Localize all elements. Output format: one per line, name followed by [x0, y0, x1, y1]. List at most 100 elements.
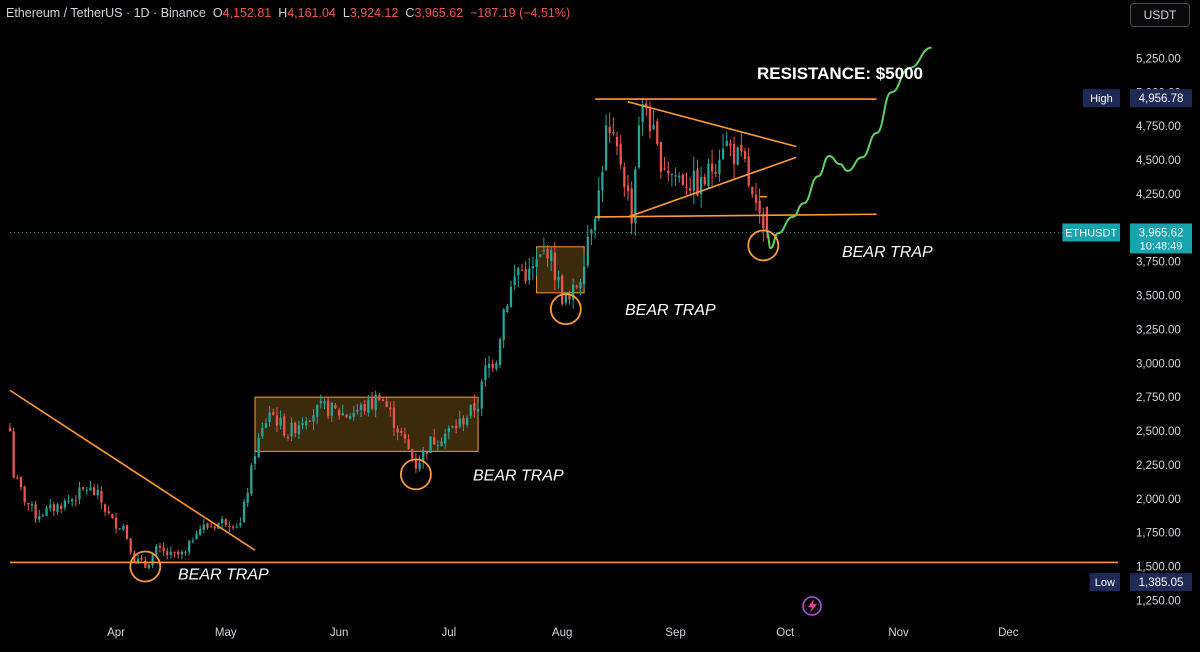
- y-tick-label: 2,500.00: [1136, 426, 1181, 438]
- candle-body: [345, 414, 348, 418]
- badge-label-bg: [1089, 573, 1120, 592]
- candle-body: [341, 413, 344, 416]
- candle-body: [689, 188, 692, 191]
- candle-body: [586, 236, 589, 266]
- candle-body: [436, 444, 439, 446]
- candle-body: [425, 451, 429, 454]
- candle-body: [250, 465, 253, 494]
- candle-body: [327, 400, 330, 417]
- candle-body: [451, 425, 454, 428]
- badge-label-bg: [1082, 89, 1120, 108]
- candle-body: [491, 363, 494, 369]
- bear-trap-zones: [254, 246, 585, 452]
- candle-body: [480, 381, 483, 409]
- candle-body: [348, 415, 352, 419]
- candle-body: [440, 441, 443, 446]
- candle-body: [528, 268, 531, 281]
- candle-body: [71, 499, 74, 502]
- currency-button[interactable]: USDT: [1130, 3, 1190, 27]
- flash-icon[interactable]: [802, 596, 822, 616]
- trend-line: [627, 101, 797, 148]
- y-tick-label: 2,250.00: [1136, 460, 1181, 472]
- candle-body: [100, 491, 103, 503]
- candle-body: [476, 408, 480, 412]
- candle-body: [169, 551, 173, 556]
- candle-body: [264, 423, 268, 428]
- x-tick-label: Oct: [776, 627, 795, 639]
- candle-body: [659, 141, 663, 172]
- candle-body: [352, 413, 355, 417]
- candle-body: [330, 402, 333, 416]
- candle-body: [213, 526, 216, 529]
- candle-body: [407, 439, 410, 449]
- candle-body: [177, 551, 180, 555]
- candle-body: [546, 248, 549, 259]
- candle-body: [663, 168, 666, 170]
- candle-body: [553, 252, 556, 281]
- candle-body: [484, 365, 487, 380]
- candle-body: [162, 547, 165, 552]
- high-label: H: [278, 6, 288, 20]
- candle-body: [96, 490, 99, 496]
- trend-line: [9, 389, 256, 551]
- candle-body: [403, 434, 407, 439]
- candle-body: [718, 159, 721, 174]
- candle-body: [199, 529, 202, 535]
- candle-body: [312, 415, 315, 422]
- candle-body: [674, 175, 677, 177]
- candle-body: [520, 269, 524, 271]
- candle-body: [367, 399, 370, 413]
- candle-body: [692, 170, 695, 191]
- candle-body: [114, 518, 118, 529]
- axes: 1,250.00 1,500.00 1,750.00 2,000.00 2,250.00…: [107, 53, 1181, 639]
- candle-body: [568, 294, 571, 300]
- candle-body: [667, 170, 670, 174]
- candle-body: [246, 492, 249, 503]
- candle-body: [743, 151, 747, 160]
- price-badges: High 4,956.78 Low 1,385.05 ETHUSDT 3,965.6210…: [1062, 89, 1192, 592]
- candle-body: [41, 515, 45, 517]
- candle-body: [506, 305, 509, 312]
- candle-body: [275, 415, 279, 426]
- candle-body: [334, 405, 337, 409]
- candle-body: [129, 538, 132, 553]
- candle-body: [60, 505, 63, 510]
- candle-body: [82, 487, 85, 489]
- trend-line: [595, 213, 877, 218]
- candle-body: [648, 108, 652, 132]
- candle-body: [696, 169, 699, 196]
- candle-body: [235, 526, 238, 528]
- candle-body: [38, 516, 41, 520]
- candle-body: [151, 554, 154, 566]
- candle-body: [253, 456, 257, 464]
- candle-body: [710, 163, 714, 172]
- candle-body: [411, 449, 414, 459]
- candle-body: [736, 147, 739, 165]
- x-tick-label: Jun: [330, 627, 349, 639]
- y-tick-label: 1,750.00: [1136, 528, 1181, 540]
- y-tick-label: 4,250.00: [1136, 189, 1181, 201]
- candle-body: [290, 422, 293, 437]
- y-tick-label: 3,250.00: [1136, 324, 1181, 336]
- candle-body: [561, 275, 564, 305]
- candle-body: [166, 551, 169, 556]
- candle-body: [220, 519, 224, 524]
- candle-body: [92, 487, 96, 496]
- bear-trap-circle: [549, 293, 582, 325]
- candle-body: [147, 565, 151, 569]
- candle-body: [656, 121, 659, 145]
- candle-body: [231, 526, 235, 528]
- badge-value-bg: [1130, 573, 1192, 592]
- candle-body: [363, 404, 366, 412]
- candle-body: [8, 427, 12, 432]
- candle-body: [721, 148, 725, 159]
- badge-value: 4,956.78: [1139, 93, 1184, 105]
- y-tick-label: 5,250.00: [1136, 53, 1181, 65]
- candle-body: [103, 504, 107, 512]
- candle-body: [385, 401, 388, 408]
- y-tick-label: 4,500.00: [1136, 155, 1181, 167]
- candle-body: [136, 558, 140, 563]
- candle-body: [762, 214, 765, 229]
